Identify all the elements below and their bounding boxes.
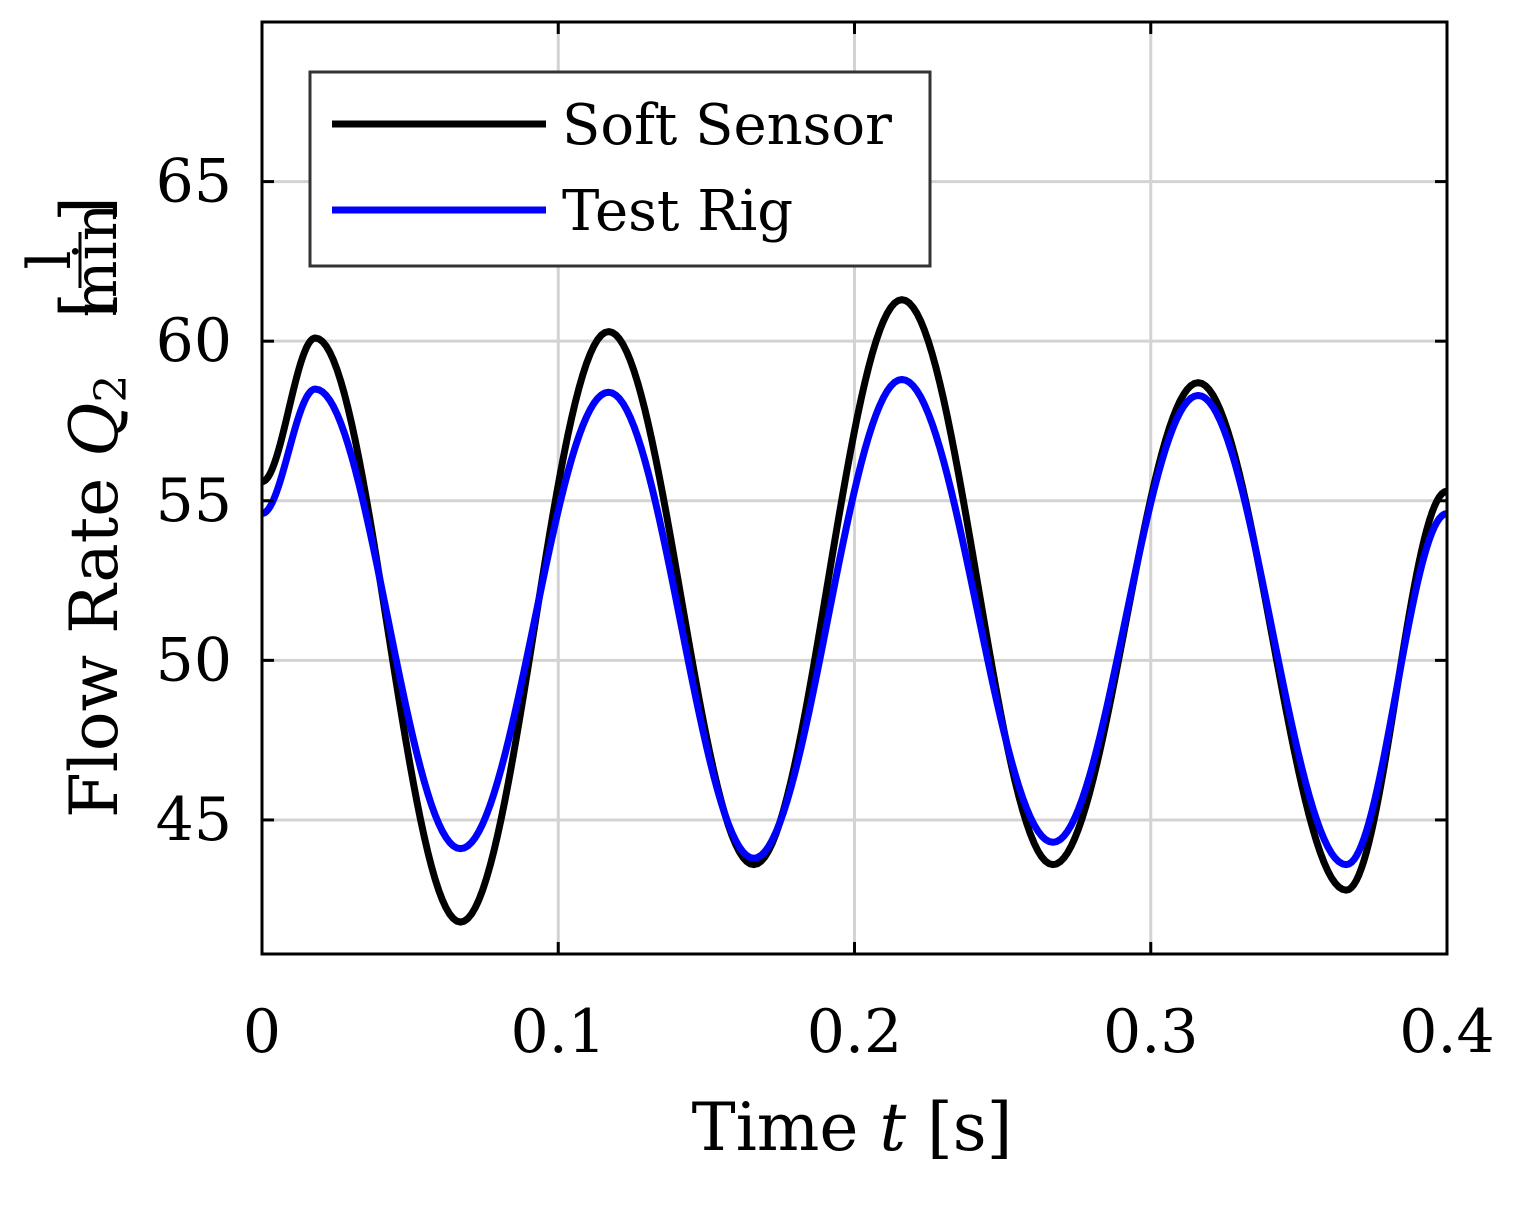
y-axis-label-subscript: 2 [86, 375, 137, 403]
y-axis-label: Flow Rate Q2 [ l min ] [15, 196, 137, 818]
x-tick-label: 0 [243, 997, 281, 1067]
x-tick-label: 0.4 [1399, 997, 1494, 1067]
y-tick-label: 65 [156, 147, 232, 217]
y-axis-label-prefix: Flow Rate [56, 457, 133, 818]
axis-ticks [260, 22, 1449, 954]
svg-text:[: [ [47, 292, 124, 318]
y-axis-unit-numerator: l [15, 250, 85, 269]
legend: Soft Sensor Test Rig [308, 70, 932, 268]
y-tick-label: 45 [156, 785, 232, 855]
tick-labels: 0 0.1 0.2 0.3 0.4 45 50 55 60 65 [156, 147, 1495, 1067]
x-tick-label: 0.3 [1103, 997, 1198, 1067]
x-tick-label: 0.2 [807, 997, 902, 1067]
y-tick-label: 55 [156, 466, 232, 536]
y-axis-unit-denominator: min [61, 203, 131, 318]
svg-text:Flow Rate Q2: Flow Rate Q2 [56, 375, 137, 818]
legend-label-test-rig: Test Rig [562, 179, 793, 244]
y-axis-label-symbol: Q [56, 403, 133, 457]
y-tick-label: 50 [156, 625, 232, 695]
x-axis-label: Time t [s] [692, 1089, 1013, 1166]
legend-box [308, 70, 932, 268]
y-tick-label: 60 [156, 306, 232, 376]
legend-label-soft-sensor: Soft Sensor [562, 93, 892, 158]
series-lines [262, 296, 1447, 926]
series-line-test-rig [262, 375, 1447, 869]
x-tick-label: 0.1 [511, 997, 606, 1067]
y-axis-unit: [ l min ] [15, 196, 131, 318]
svg-text:]: ] [47, 196, 124, 222]
